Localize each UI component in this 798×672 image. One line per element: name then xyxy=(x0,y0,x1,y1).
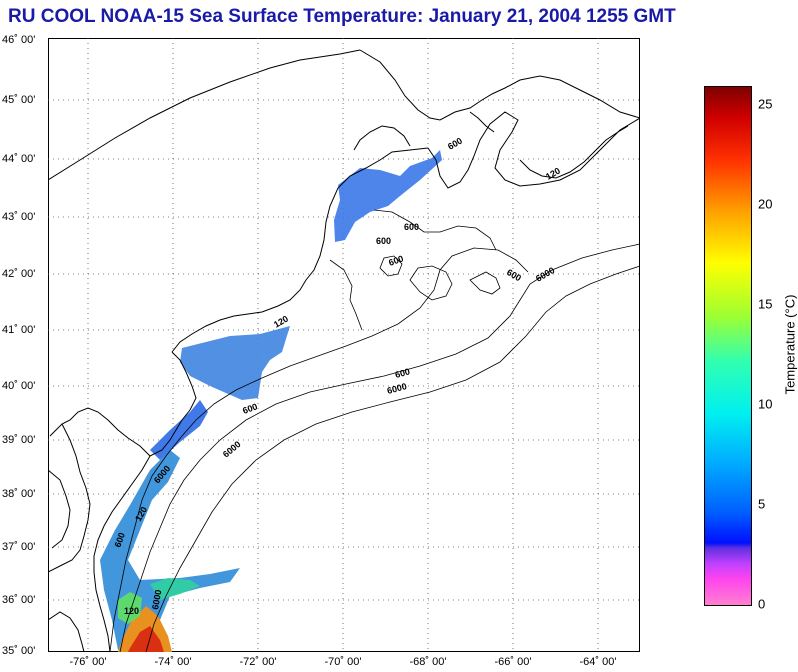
lat-label-38: 38˚ 00' xyxy=(2,488,36,500)
isobath-label: 120 xyxy=(544,166,562,182)
isobath-label: 6000 xyxy=(534,265,556,284)
lat-label-40: 40˚ 00' xyxy=(2,380,36,392)
isobath-label: 120 xyxy=(124,606,139,616)
lat-label-35: 35˚ 00' xyxy=(2,645,36,657)
lat-label-36: 36˚ 00' xyxy=(2,594,36,606)
sst-patch-shelf-warm xyxy=(150,578,200,600)
lon-label-72: -72˚ 00' xyxy=(239,656,277,668)
lon-label-64: -64˚ 00' xyxy=(579,656,617,668)
isobath-label: 600 xyxy=(446,136,464,152)
isobaths xyxy=(109,209,640,652)
map-frame[interactable] xyxy=(48,38,640,652)
isobath-label: 600 xyxy=(404,222,419,232)
isobath-label: 6000 xyxy=(150,589,163,610)
isobath-labels: 600 120 600 600 600 6000 600 6000 120 60… xyxy=(112,136,562,616)
lon-label-68: -68˚ 00' xyxy=(409,656,447,668)
colorbar-tick-25: 25 xyxy=(758,96,773,112)
temperature-colorbar xyxy=(704,86,752,606)
isobath-label: 600 xyxy=(394,366,411,380)
graticule xyxy=(48,38,640,652)
lat-label-44: 44˚ 00' xyxy=(2,153,36,165)
isobath-label: 6000 xyxy=(221,439,243,460)
isobath-label: 600 xyxy=(505,267,523,283)
colorbar-tick-20: 20 xyxy=(758,196,773,212)
lat-label-42: 42˚ 00' xyxy=(2,268,36,280)
colorbar-title: Temperature (°C) xyxy=(782,294,798,395)
sst-patch-gulf-of-maine xyxy=(334,150,442,242)
lat-label-46: 46˚ 00' xyxy=(2,34,36,46)
lon-label-66: -66˚ 00' xyxy=(494,656,532,668)
isobath-label: 600 xyxy=(376,236,391,246)
colorbar-tick-5: 5 xyxy=(758,496,766,512)
colorbar-tick-10: 10 xyxy=(758,396,773,412)
colorbar-tick-0: 0 xyxy=(758,596,766,612)
isobath-label: 600 xyxy=(112,531,127,549)
lat-label-37: 37˚ 00' xyxy=(2,541,36,553)
isobath-label: 600 xyxy=(387,253,405,268)
sst-patch-gulf-stream-core xyxy=(128,626,164,652)
isobath-label: 600 xyxy=(241,401,259,416)
lat-label-45: 45˚ 00' xyxy=(2,94,36,106)
lat-label-39: 39˚ 00' xyxy=(2,434,36,446)
sst-patch-nj-shelf xyxy=(150,400,208,460)
lon-label-76: -76˚ 00' xyxy=(69,656,107,668)
isobath-label: 6000 xyxy=(386,381,408,396)
coastline xyxy=(48,49,640,652)
lon-label-70: -70˚ 00' xyxy=(324,656,362,668)
colorbar-tick-15: 15 xyxy=(758,296,773,312)
lat-label-41: 41˚ 00' xyxy=(2,324,36,336)
lon-label-74: -74˚ 00' xyxy=(154,656,192,668)
lat-label-43: 43˚ 00' xyxy=(2,211,36,223)
sst-patch-southern-ne xyxy=(180,326,290,400)
sst-patch-inner-shelf xyxy=(118,592,142,624)
sst-patch-mid-atlantic xyxy=(100,450,240,650)
map-title: RU COOL NOAA-15 Sea Surface Temperature:… xyxy=(8,6,676,27)
sst-imagery xyxy=(100,150,442,652)
